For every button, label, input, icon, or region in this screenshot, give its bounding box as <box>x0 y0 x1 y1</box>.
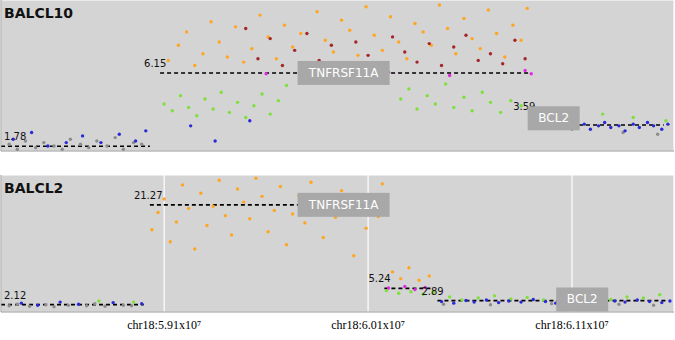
svg-text:1.78: 1.78 <box>8 131 26 142</box>
svg-text:TNFRSF11A: TNFRSF11A <box>308 198 379 212</box>
svg-text:2.12: 2.12 <box>8 290 26 301</box>
svg-text:21.27: 21.27 <box>134 190 163 201</box>
svg-text:BCL2: BCL2 <box>538 111 569 125</box>
svg-text:TNFRSF11A: TNFRSF11A <box>308 66 379 80</box>
svg-text:chr18:6.11x10⁷: chr18:6.11x10⁷ <box>535 318 608 332</box>
svg-text:chr18:6.01x10⁷: chr18:6.01x10⁷ <box>331 318 405 332</box>
svg-text:5.24: 5.24 <box>368 273 390 284</box>
svg-text:3.59: 3.59 <box>513 100 536 112</box>
svg-text:6.15: 6.15 <box>144 58 166 69</box>
html-text:BALCL2: BALCL2 <box>4 180 64 196</box>
svg-text:2.89: 2.89 <box>421 286 443 297</box>
html-text:BALCL10: BALCL10 <box>4 5 74 21</box>
svg-text:BCL2: BCL2 <box>567 292 598 306</box>
svg-text:chr18:5.91x10⁷: chr18:5.91x10⁷ <box>127 318 201 332</box>
